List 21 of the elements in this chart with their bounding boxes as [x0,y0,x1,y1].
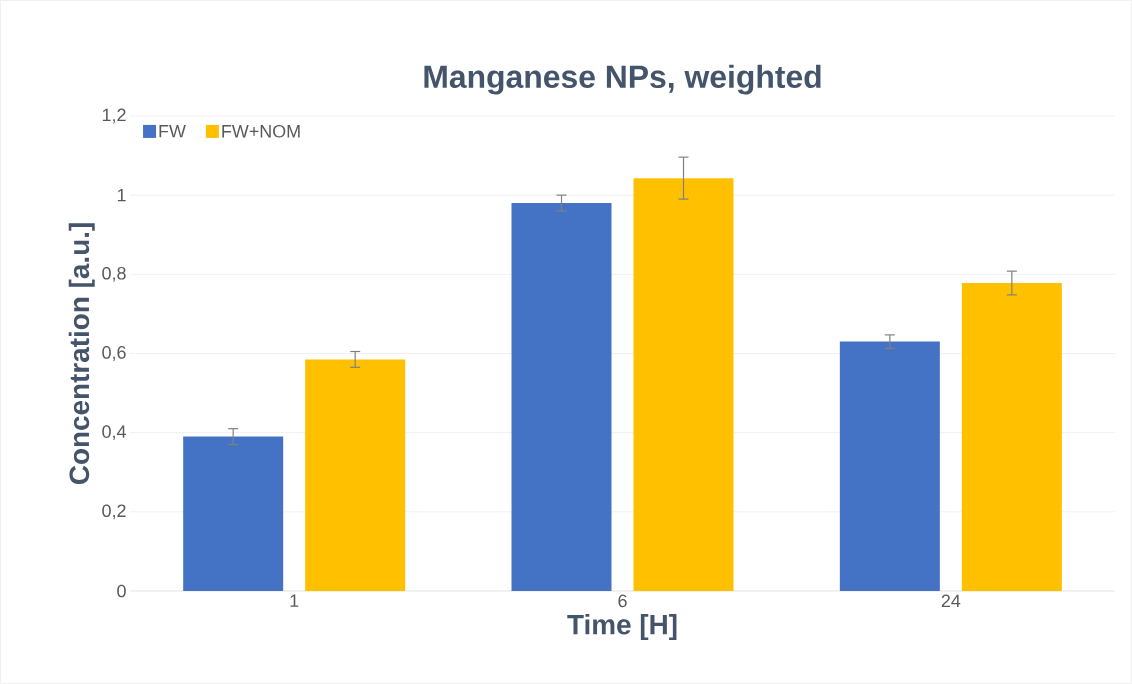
bar [633,178,734,591]
x-axis-title: Time [H] [567,614,677,641]
bar [839,341,940,591]
bar [183,436,284,591]
y-tick-label: 1 [117,188,126,202]
y-tick-label: 0,8 [102,266,126,282]
chart-title: Manganese NPs, weighted [424,64,821,95]
x-tick-label: 24 [941,594,961,608]
legend-label: FW [159,125,186,138]
y-axis-title: Concentration [a.u.] [68,223,95,485]
x-tick-label: 6 [618,594,627,608]
y-tick-label: 0,6 [102,346,126,361]
bar [511,203,612,591]
x-tick-label: 1 [290,594,299,607]
y-tick-label: 0,2 [102,504,126,520]
y-tick-label: 1,2 [102,108,126,124]
bar [961,283,1062,591]
legend-label: FW+NOM [222,124,300,138]
bar [305,359,406,591]
y-tick-label: 0 [117,584,126,598]
y-tick-label: 0,4 [102,425,126,441]
